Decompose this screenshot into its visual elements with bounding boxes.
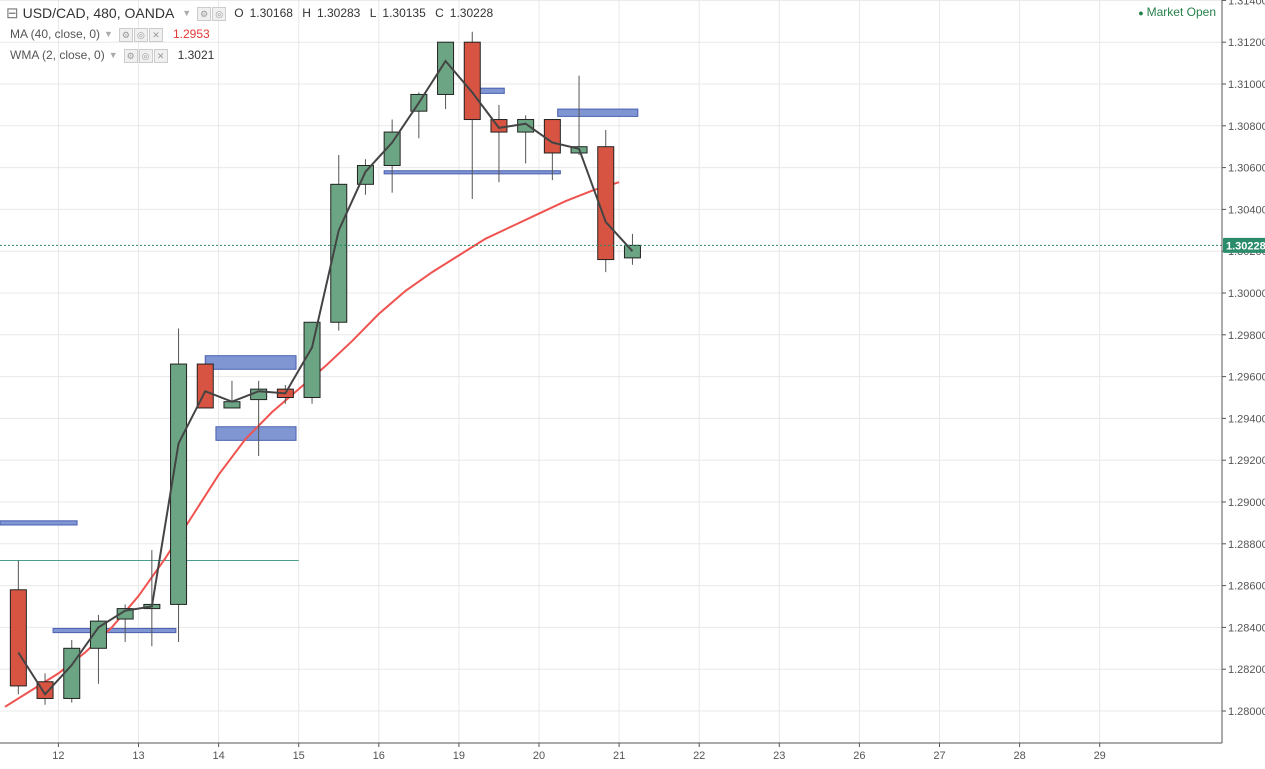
market-status: ● Market Open bbox=[1138, 5, 1216, 19]
candle-up bbox=[116, 608, 134, 620]
high-label: H bbox=[302, 6, 311, 20]
x-tick-label: 27 bbox=[933, 750, 945, 762]
eye-icon[interactable]: ◎ bbox=[138, 48, 153, 63]
x-tick-label: 29 bbox=[1094, 750, 1106, 762]
y-tick-label: 1.30800 bbox=[1228, 121, 1265, 133]
wma-value: 1.3021 bbox=[177, 48, 215, 62]
candle-up bbox=[623, 244, 641, 259]
close-icon[interactable]: ✕ bbox=[153, 48, 168, 63]
open-value: 1.30168 bbox=[249, 6, 293, 20]
candle-down bbox=[9, 589, 27, 687]
zone-box bbox=[52, 627, 177, 634]
y-tick-label: 1.28400 bbox=[1228, 622, 1265, 634]
y-tick-label: 1.29800 bbox=[1228, 330, 1265, 342]
candle-up bbox=[517, 119, 535, 133]
wma-line-path bbox=[17, 59, 634, 696]
y-tick-label: 1.29200 bbox=[1228, 455, 1265, 467]
zone-box bbox=[215, 426, 297, 441]
y-tick-label: 1.30000 bbox=[1228, 288, 1265, 300]
wma-label[interactable]: WMA (2, close, 0) bbox=[10, 48, 105, 62]
chevron-down-icon[interactable]: ▼ bbox=[182, 8, 192, 18]
ma-buttons: ⚙ ◎ ✕ bbox=[118, 27, 163, 42]
y-tick-label: 1.28600 bbox=[1228, 581, 1265, 593]
low-label: L bbox=[369, 6, 377, 20]
chevron-down-icon[interactable]: ▼ bbox=[108, 50, 118, 60]
candle-up bbox=[89, 620, 107, 649]
x-tick-label: 14 bbox=[212, 750, 224, 762]
candle-down bbox=[463, 41, 481, 121]
candlestick-series bbox=[9, 31, 641, 705]
settings-icon[interactable]: ⚙ bbox=[123, 48, 138, 63]
close-label: C bbox=[435, 6, 444, 20]
zone-box bbox=[0, 520, 78, 526]
chevron-down-icon[interactable]: ▼ bbox=[104, 29, 113, 39]
symbol-title[interactable]: USD/CAD, 480, OANDA bbox=[22, 5, 175, 21]
current-price-tag-label: 1.30228 bbox=[1226, 240, 1265, 252]
y-tick-label: 1.30600 bbox=[1228, 163, 1265, 175]
symbol-buttons: ⚙ ◎ bbox=[197, 6, 227, 21]
settings-icon[interactable]: ⚙ bbox=[197, 6, 212, 21]
candle-down bbox=[36, 681, 54, 699]
x-tick-label: 20 bbox=[533, 750, 545, 762]
chart-legend: ⊟ USD/CAD, 480, OANDA ▼ ⚙ ◎ O 1.30168 H 1.… bbox=[6, 3, 499, 66]
zone-box bbox=[204, 355, 297, 370]
zone-box bbox=[557, 108, 639, 117]
candle-down bbox=[543, 119, 561, 154]
y-tick-label: 1.31400 bbox=[1228, 0, 1265, 7]
legend-symbol-row: ⊟ USD/CAD, 480, OANDA ▼ ⚙ ◎ O 1.30168 H 1.… bbox=[6, 3, 499, 24]
time-axis-background bbox=[0, 743, 1265, 769]
x-tick-label: 19 bbox=[453, 750, 465, 762]
candle-up bbox=[356, 165, 374, 185]
open-label: O bbox=[234, 6, 244, 20]
eye-icon[interactable]: ◎ bbox=[212, 6, 227, 21]
x-tick-label: 15 bbox=[293, 750, 305, 762]
settings-icon[interactable]: ⚙ bbox=[118, 27, 133, 42]
y-tick-label: 1.31000 bbox=[1228, 79, 1265, 91]
current-price-tag-box bbox=[1223, 237, 1265, 253]
x-tick-label: 28 bbox=[1013, 750, 1025, 762]
x-tick-label: 22 bbox=[693, 750, 705, 762]
current-price-tag: 1.30228 bbox=[1223, 237, 1265, 253]
candle-up bbox=[330, 183, 348, 323]
ma-label[interactable]: MA (40, close, 0) bbox=[10, 27, 101, 41]
x-tick-label: 16 bbox=[373, 750, 385, 762]
candle-up bbox=[170, 363, 188, 605]
market-status-label: Market Open bbox=[1146, 5, 1216, 19]
low-value: 1.30135 bbox=[382, 6, 426, 20]
close-icon[interactable]: ✕ bbox=[148, 27, 163, 42]
eye-icon[interactable]: ◎ bbox=[133, 27, 148, 42]
close-value: 1.30228 bbox=[449, 6, 494, 20]
legend-wma-row: WMA (2, close, 0) ▼ ⚙ ◎ ✕ 1.3021 bbox=[6, 45, 499, 66]
y-tick-label: 1.28800 bbox=[1228, 539, 1265, 551]
wma-buttons: ⚙ ◎ ✕ bbox=[123, 48, 168, 63]
x-tick-label: 21 bbox=[613, 750, 625, 762]
collapse-icon[interactable]: ⊟ bbox=[6, 5, 19, 22]
y-tick-label: 1.29600 bbox=[1228, 372, 1265, 384]
candle-up bbox=[383, 131, 401, 167]
x-tick-label: 23 bbox=[773, 750, 785, 762]
wma-line bbox=[17, 59, 634, 696]
y-tick-label: 1.29000 bbox=[1228, 497, 1265, 509]
price-axis-background bbox=[1222, 0, 1265, 769]
x-tick-label: 13 bbox=[132, 750, 144, 762]
x-tick-label: 12 bbox=[52, 750, 64, 762]
candle-down bbox=[597, 146, 615, 261]
chart-grid bbox=[0, 0, 1222, 743]
status-dot-icon: ● bbox=[1138, 8, 1144, 18]
candle-up bbox=[303, 321, 321, 399]
x-tick-label: 26 bbox=[853, 750, 865, 762]
high-value: 1.30283 bbox=[316, 6, 361, 20]
y-tick-label: 1.30400 bbox=[1228, 204, 1265, 216]
ma-value: 1.2953 bbox=[172, 27, 210, 41]
y-tick-label: 1.28200 bbox=[1228, 664, 1265, 676]
y-tick-label: 1.31200 bbox=[1228, 37, 1265, 49]
y-tick-label: 1.28000 bbox=[1228, 706, 1265, 718]
candle-up bbox=[437, 41, 455, 95]
y-tick-label: 1.29400 bbox=[1228, 413, 1265, 425]
legend-ma-row: MA (40, close, 0) ▼ ⚙ ◎ ✕ 1.2953 bbox=[6, 24, 499, 45]
ohlc-values: O 1.30168 H 1.30283 L 1.30135 C 1.30228 bbox=[234, 3, 499, 24]
